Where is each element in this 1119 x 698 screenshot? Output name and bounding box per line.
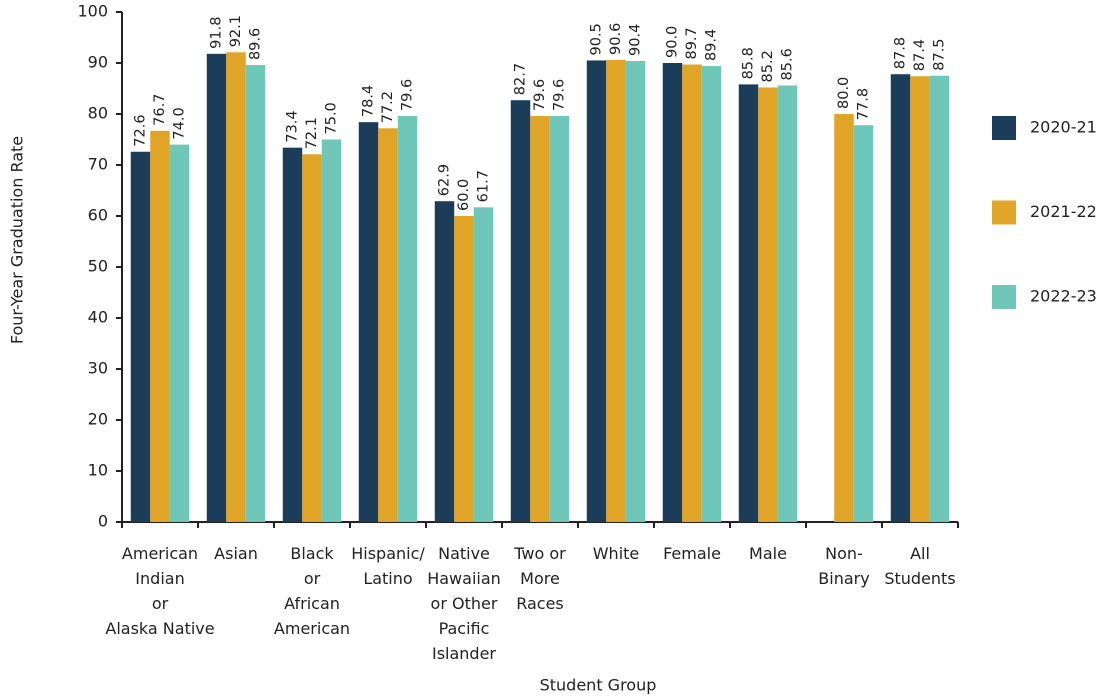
bar (530, 116, 550, 522)
x-tick-label: Two or More Races (513, 544, 566, 613)
bar (549, 116, 570, 522)
y-tick-label: 0 (98, 512, 108, 531)
x-tick-label: Native Hawaiian or Other Pacific Islander (427, 544, 501, 663)
value-label: 77.8 (856, 88, 872, 120)
x-tick-label: Asian (214, 544, 258, 563)
bar (206, 53, 227, 522)
bar (586, 60, 607, 522)
bar (758, 87, 778, 522)
y-tick-label: 20 (88, 410, 108, 429)
value-label: 85.8 (741, 47, 757, 79)
legend-swatch (992, 285, 1016, 309)
bar (834, 114, 854, 522)
value-label: 79.6 (552, 79, 568, 111)
x-tick-label: Black or African American (274, 544, 350, 638)
x-axis-title: Student Group (540, 676, 657, 695)
y-tick-label: 90 (88, 53, 108, 72)
value-label: 76.7 (152, 94, 168, 126)
value-label: 60.0 (456, 179, 472, 211)
bar (890, 74, 911, 522)
x-tick-label: Female (663, 544, 721, 563)
x-tick-label: All Students (884, 544, 955, 588)
y-tick-label: 30 (88, 359, 108, 378)
bar (682, 64, 702, 522)
y-tick-label: 40 (88, 308, 108, 327)
value-label: 91.8 (209, 17, 225, 49)
value-label: 72.1 (304, 117, 320, 149)
value-label: 87.8 (893, 37, 909, 69)
bar (358, 122, 379, 522)
value-label: 80.0 (836, 77, 852, 109)
x-tick-label: White (593, 544, 640, 563)
value-label: 79.6 (532, 79, 548, 111)
x-tick-label: Non-Binary (818, 544, 869, 588)
x-tick-label: Male (749, 544, 787, 563)
bar (777, 85, 798, 522)
bar (150, 130, 170, 522)
value-label: 92.1 (228, 15, 244, 47)
bar (226, 52, 246, 522)
bar (130, 151, 151, 523)
legend-label: 2022-23 (1030, 287, 1097, 306)
y-tick-label: 10 (88, 461, 108, 480)
bar (302, 154, 322, 523)
bar (434, 201, 455, 522)
value-label: 85.2 (760, 50, 776, 82)
y-axis-title: Four-Year Graduation Rate (8, 136, 27, 344)
value-label: 78.4 (361, 85, 377, 117)
bar (853, 125, 874, 522)
legend-swatch (992, 200, 1016, 225)
value-label: 72.6 (133, 114, 149, 146)
value-label: 90.4 (628, 24, 644, 56)
bar (454, 216, 474, 522)
value-label: 62.9 (437, 164, 453, 196)
value-label: 89.4 (704, 29, 720, 61)
bar (701, 66, 722, 522)
y-tick-label: 100 (77, 2, 108, 21)
value-label: 85.6 (780, 48, 796, 80)
bar (625, 60, 646, 523)
bar (662, 63, 683, 522)
y-tick-label: 70 (88, 155, 108, 174)
value-label: 75.0 (324, 102, 340, 134)
value-label: 87.5 (932, 38, 948, 70)
bar (282, 147, 303, 522)
y-tick-label: 60 (88, 206, 108, 225)
bar (473, 207, 494, 522)
bar (929, 75, 950, 522)
bar (378, 128, 398, 522)
value-label: 90.6 (608, 23, 624, 55)
value-label: 61.7 (476, 170, 492, 202)
bar (397, 116, 418, 522)
value-label: 90.0 (665, 26, 681, 58)
value-label: 79.6 (400, 79, 416, 111)
y-tick-label: 50 (88, 257, 108, 276)
value-label: 87.4 (912, 39, 928, 71)
legend-label: 2021-22 (1030, 202, 1097, 221)
bar (738, 84, 759, 523)
value-label: 90.5 (589, 23, 605, 55)
x-tick-label: Hispanic/Latino (351, 544, 425, 588)
legend-label: 2020-21 (1030, 118, 1097, 137)
value-label: 73.4 (285, 110, 301, 142)
bar (169, 144, 190, 522)
bar (510, 100, 531, 522)
value-label: 89.7 (684, 27, 700, 59)
value-label: 89.6 (248, 28, 264, 60)
bar (321, 139, 342, 522)
bar (245, 65, 266, 522)
y-tick-label: 80 (88, 104, 108, 123)
bar (910, 76, 930, 522)
value-label: 74.0 (172, 107, 188, 139)
legend-swatch (992, 116, 1016, 140)
value-label: 77.2 (380, 91, 396, 123)
bar (606, 59, 626, 522)
value-label: 82.7 (513, 63, 529, 95)
x-tick-label: American Indian or Alaska Native (105, 544, 214, 638)
